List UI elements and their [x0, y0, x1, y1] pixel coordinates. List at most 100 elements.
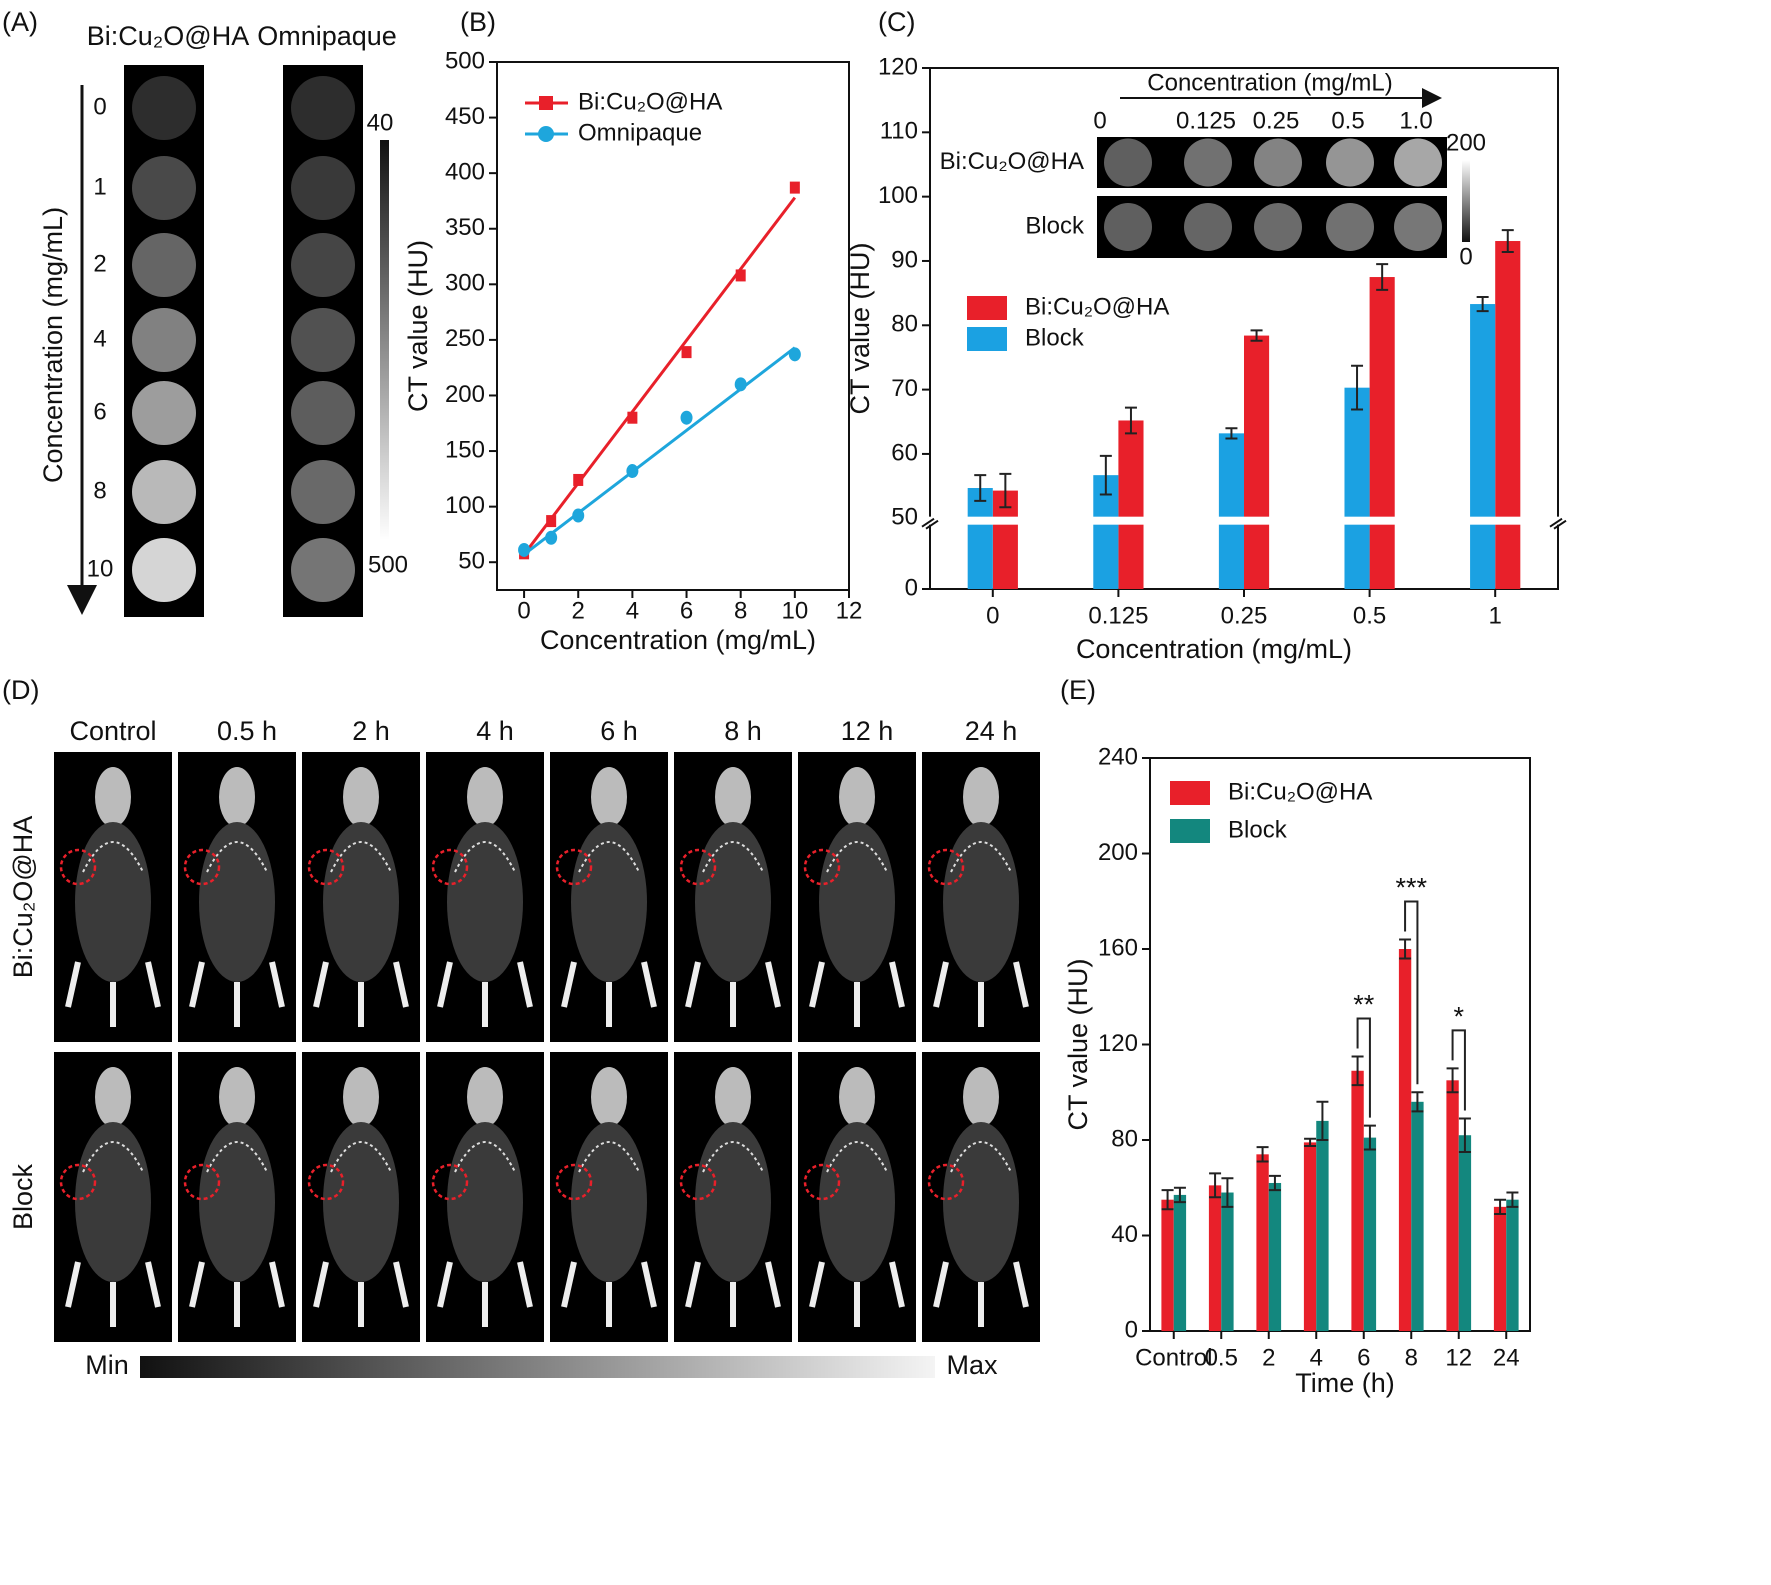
mouse-body — [199, 822, 275, 982]
phantom — [132, 460, 196, 524]
x-tick-label: 12 — [1445, 1344, 1472, 1371]
mouse-head — [715, 1067, 751, 1127]
x-tick-label: 10 — [781, 597, 808, 624]
y-tick-label: 60 — [891, 439, 918, 466]
x-tick-label: 4 — [1310, 1344, 1323, 1371]
y-axis-title: CT value (HU) — [1063, 958, 1093, 1130]
significance-bracket — [1451, 1029, 1466, 1111]
mouse-head — [591, 1067, 627, 1127]
y-tick-label: 240 — [1098, 743, 1138, 770]
legend-label: Block — [1025, 324, 1085, 351]
y-tick-label: 70 — [891, 375, 918, 402]
error-bar — [1221, 1177, 1234, 1208]
mouse-spine — [950, 841, 1012, 873]
panel-label: (E) — [1060, 675, 1096, 705]
inset-title: Concentration (mg/mL) — [1147, 69, 1392, 96]
mouse-legs — [189, 1261, 285, 1327]
mouse-body — [571, 822, 647, 982]
mouse-head — [839, 767, 875, 827]
inset-column-label: 0.25 — [1253, 107, 1300, 134]
mouse-body — [75, 1122, 151, 1282]
tumor-marker — [59, 848, 97, 886]
data-point — [545, 530, 558, 545]
mouse-head — [343, 1067, 379, 1127]
data-point — [789, 181, 800, 194]
column-label: 2 h — [352, 716, 390, 746]
phantom — [291, 381, 355, 445]
column-label: Bi:Cu₂O@HA — [87, 21, 249, 51]
legend-swatch — [967, 296, 1007, 320]
colorbar — [380, 140, 389, 540]
y-tick-label: 300 — [445, 270, 485, 297]
bar — [1161, 1199, 1174, 1331]
bar — [1118, 420, 1144, 589]
mouse-head — [95, 767, 131, 827]
x-tick-label: 8 — [1405, 1344, 1418, 1371]
phantom — [132, 308, 196, 372]
bar — [1398, 949, 1412, 1331]
x-tick-label: 1 — [1489, 602, 1502, 629]
fit-line — [523, 346, 796, 556]
error-bar — [1161, 1189, 1174, 1211]
inset-phantom — [1394, 138, 1442, 187]
error-bar — [1173, 1186, 1186, 1204]
tumor-marker — [555, 1163, 593, 1201]
x-axis-title: Time (h) — [1295, 1368, 1395, 1398]
tumor-marker — [307, 848, 345, 886]
column-label: 8 h — [724, 716, 762, 746]
data-point — [573, 473, 584, 486]
y-tick-label: 200 — [1098, 839, 1138, 866]
y-tick-label: 80 — [1111, 1125, 1138, 1152]
error-bar — [1476, 295, 1489, 313]
data-point — [626, 464, 639, 479]
concentration-label: 10 — [87, 555, 114, 582]
mouse-spine — [826, 1141, 888, 1173]
y-tick-label: 110 — [880, 118, 918, 145]
column-label: 6 h — [600, 716, 638, 746]
mouse-legs — [685, 961, 781, 1027]
bar — [1268, 1182, 1282, 1331]
phantom — [132, 156, 196, 220]
mouse-spine — [206, 1141, 268, 1173]
x-tick-label: 0.25 — [1221, 602, 1268, 629]
x-tick-label: 4 — [626, 597, 639, 624]
legend-label: Bi:Cu₂O@HA — [1025, 293, 1169, 320]
mouse-head — [343, 767, 379, 827]
mouse-body — [819, 822, 895, 982]
mouse-head — [715, 767, 751, 827]
data-point — [788, 347, 801, 362]
mouse-legs — [809, 1261, 905, 1327]
panel-label: (C) — [878, 7, 915, 37]
x-tick-label: 2 — [572, 597, 585, 624]
bar — [1363, 1137, 1377, 1331]
bar — [1351, 1070, 1364, 1331]
bar — [1493, 1206, 1507, 1331]
bar — [1208, 1185, 1222, 1331]
mouse-body — [819, 1122, 895, 1282]
tumor-marker — [59, 1163, 97, 1201]
inset-phantom — [1104, 203, 1152, 251]
colorbar-label: Min — [85, 1350, 129, 1380]
column-label: 0.5 h — [217, 716, 277, 746]
phantom — [132, 76, 196, 140]
legend-label: Omnipaque — [578, 119, 702, 146]
significance-bracket — [1404, 900, 1419, 1085]
legend-marker — [539, 96, 553, 110]
inset-phantom — [1104, 138, 1152, 187]
mouse-legs — [437, 1261, 533, 1327]
mouse-head — [219, 1067, 255, 1127]
significance-label: ** — [1353, 990, 1375, 1020]
mouse-legs — [313, 961, 409, 1027]
y-tick-label: 250 — [445, 325, 485, 352]
y-tick-label: 50 — [891, 504, 918, 531]
x-axis-title: Concentration (mg/mL) — [540, 625, 816, 655]
x-tick-label: Control — [1135, 1344, 1212, 1371]
error-bar — [1411, 1091, 1424, 1113]
column-label: 4 h — [476, 716, 514, 746]
mouse-body — [447, 822, 523, 982]
y-tick-label: 150 — [445, 436, 485, 463]
tumor-marker — [927, 848, 965, 886]
bar — [1303, 1142, 1317, 1331]
colorbar-label: 40 — [367, 109, 394, 136]
